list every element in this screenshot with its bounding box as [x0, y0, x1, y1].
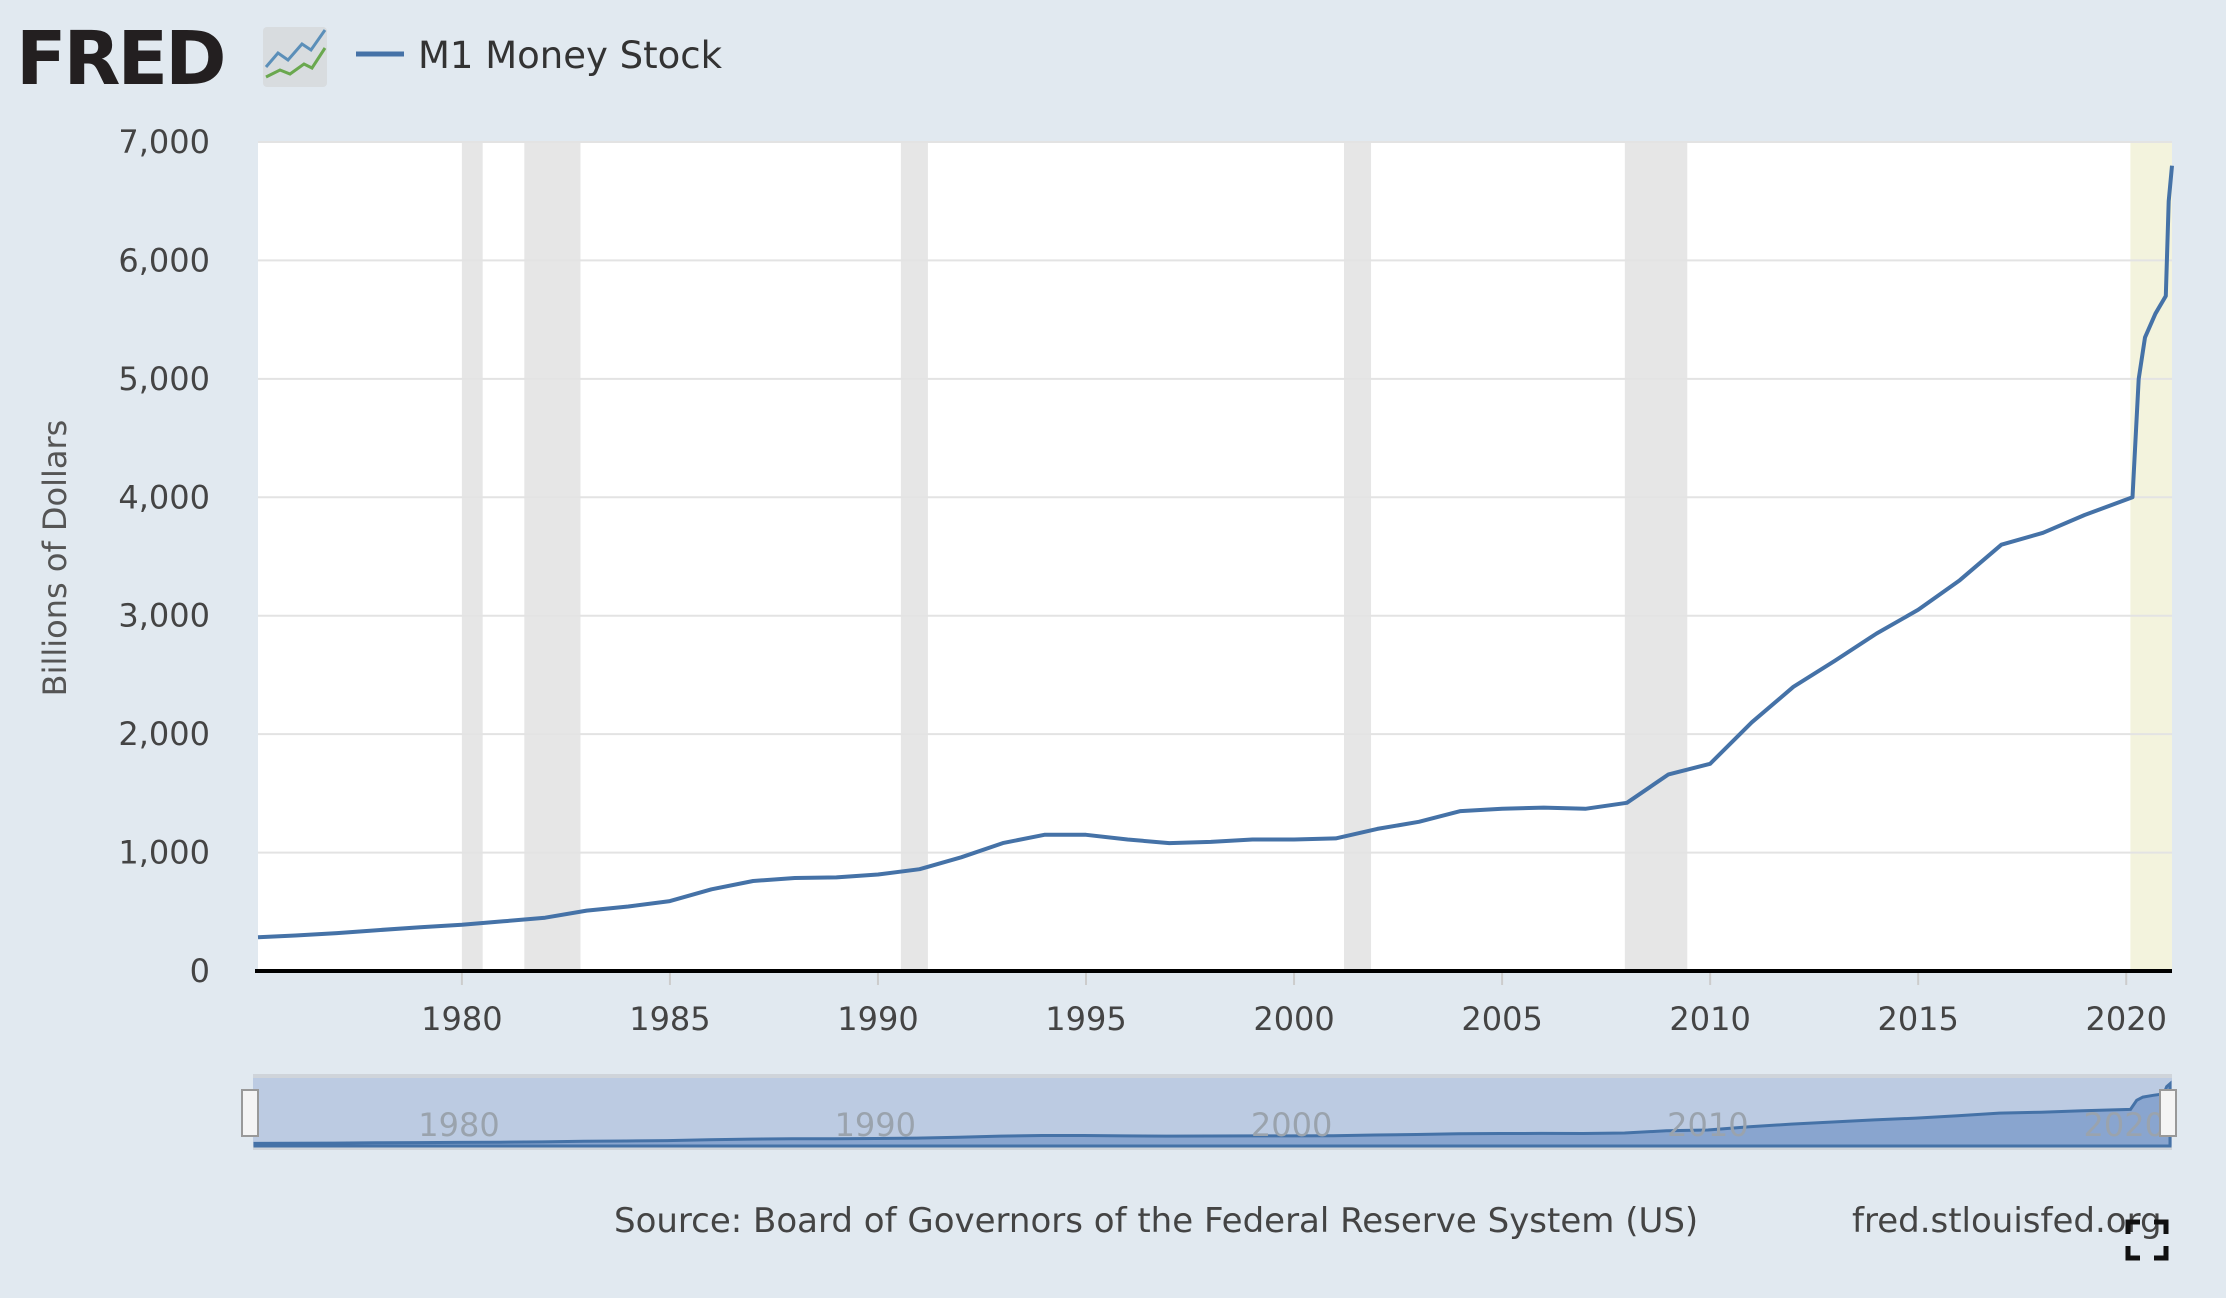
fred-logo-text: FRED [16, 16, 224, 102]
y-tick-label: 4,000 [118, 478, 210, 516]
recession-band [900, 142, 928, 971]
x-tick-label: 2015 [1877, 1000, 1958, 1038]
x-tick-label: 1990 [837, 1000, 918, 1038]
y-tick-label: 6,000 [118, 241, 210, 279]
navigator-tick-label: 1990 [835, 1106, 916, 1144]
navigator-tick-label: 2020 [2083, 1106, 2164, 1144]
navigator-tick-label: 2000 [1251, 1106, 1332, 1144]
navigator-series [253, 1080, 2172, 1148]
y-tick-label: 0 [190, 952, 210, 990]
x-tick-label: 2005 [1461, 1000, 1542, 1038]
navigator-left-handle[interactable] [241, 1089, 259, 1137]
x-tick-label: 1980 [421, 1000, 502, 1038]
source-text: Source: Board of Governors of the Federa… [614, 1201, 1698, 1241]
recession-band [1624, 142, 1688, 971]
fred-logo[interactable]: FRED [16, 16, 327, 102]
site-link[interactable]: fred.stlouisfed.org [1852, 1201, 2162, 1241]
y-tick-label: 3,000 [118, 597, 210, 635]
y-axis-label: Billions of Dollars [36, 420, 74, 697]
recession-band [461, 142, 483, 971]
y-tick-label: 2,000 [118, 715, 210, 753]
x-tick-label: 2010 [1669, 1000, 1750, 1038]
x-tick-label: 2020 [2086, 1000, 2167, 1038]
navigator[interactable]: 1980 1990 2000 2010 2020 [241, 1074, 2177, 1150]
fullscreen-icon[interactable] [2125, 1219, 2169, 1261]
recession-band [1343, 142, 1372, 971]
x-tick-label: 2000 [1253, 1000, 1334, 1038]
legend-label[interactable]: M1 Money Stock [418, 34, 723, 77]
recession-band [524, 142, 581, 971]
navigator-tick-label: 2010 [1667, 1106, 1748, 1144]
navigator-right-handle[interactable] [2159, 1089, 2177, 1137]
navigator-tick-label: 1980 [418, 1106, 499, 1144]
y-tick-label: 7,000 [118, 123, 210, 161]
series-line-m1 [257, 165, 2174, 940]
y-tick-label: 5,000 [118, 360, 210, 398]
y-tick-label: 1,000 [118, 834, 210, 872]
x-tick-label: 1995 [1045, 1000, 1126, 1038]
x-tick-label: 1985 [629, 1000, 710, 1038]
